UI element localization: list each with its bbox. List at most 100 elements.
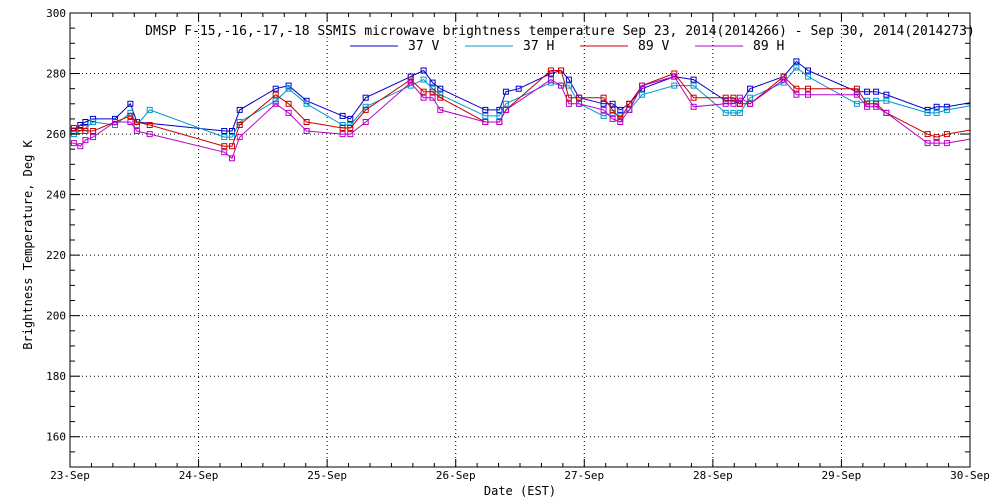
data-point: [496, 112, 503, 119]
x-tick-label: 23-Sep: [50, 469, 90, 482]
data-point: [873, 103, 880, 110]
series-1: [70, 64, 971, 141]
data-point: [722, 100, 729, 107]
data-point: [229, 128, 235, 134]
data-point: [933, 103, 940, 110]
y-axis-label: Brightness Temperature, Deg K: [21, 139, 35, 349]
y-tick-label: 260: [46, 128, 66, 141]
x-tick-label: 29-Sep: [822, 469, 862, 482]
data-point: [482, 112, 489, 119]
data-point: [90, 119, 97, 125]
data-point: [730, 109, 737, 116]
data-point: [600, 112, 607, 119]
axes: 23-Sep 24-Sep 25-Sep 26-Sep 27-Sep 28-Sep 29-S…: [46, 7, 990, 482]
y-tick-label: 280: [46, 68, 66, 81]
data-point: [626, 100, 633, 107]
data-point: [671, 73, 678, 80]
data-point: [924, 131, 931, 138]
data-point: [924, 140, 931, 147]
data-point: [90, 115, 97, 122]
data-point: [429, 88, 436, 95]
series-line: [70, 60, 971, 132]
data-point: [853, 100, 860, 107]
data-point: [565, 82, 572, 89]
data-point: [609, 115, 616, 122]
data-point: [362, 119, 369, 125]
data-point: [347, 125, 354, 131]
y-tick-label: 160: [46, 431, 66, 444]
data-point: [112, 119, 118, 125]
data-point: [730, 100, 737, 107]
data-point: [221, 128, 228, 134]
data-point: [690, 76, 697, 83]
data-point: [362, 106, 369, 113]
data-point: [736, 94, 743, 101]
data-point: [747, 100, 754, 107]
data-point: [272, 85, 279, 92]
data-point: [429, 94, 436, 101]
data-point: [883, 109, 890, 116]
data-point: [609, 106, 616, 113]
data-point: [547, 76, 554, 83]
legend-label: 89 H: [753, 39, 784, 54]
series-line: [70, 76, 971, 160]
data-point: [722, 109, 729, 116]
data-point: [303, 119, 310, 125]
data-point: [617, 106, 624, 113]
data-point: [272, 91, 279, 98]
data-point: [565, 76, 572, 83]
data-point: [883, 91, 890, 98]
data-point: [793, 58, 800, 65]
data-point: [600, 94, 607, 101]
y-tick-label: 180: [46, 370, 66, 383]
data-point: [924, 109, 931, 116]
data-point: [864, 103, 871, 110]
series-3: [70, 73, 971, 162]
data-point: [70, 125, 77, 131]
data-point: [77, 143, 84, 150]
data-point: [943, 106, 950, 113]
data-point: [127, 100, 134, 107]
data-point: [943, 131, 950, 138]
data-point: [303, 100, 310, 107]
legend-label: 89 V: [638, 39, 669, 54]
data-point: [722, 94, 729, 101]
data-point: [600, 100, 607, 107]
data-point: [429, 79, 436, 86]
legend-label: 37 H: [523, 39, 554, 54]
data-point: [303, 128, 310, 134]
data-point: [515, 85, 522, 92]
data-point: [933, 109, 940, 116]
data-point: [236, 122, 243, 128]
data-point: [943, 140, 950, 147]
data-point: [639, 91, 646, 98]
data-point: [600, 106, 607, 113]
data-point: [482, 119, 489, 125]
data-point: [112, 115, 118, 122]
data-point: [576, 94, 583, 101]
data-point: [805, 73, 811, 80]
data-point: [437, 85, 444, 92]
data-point: [496, 106, 503, 113]
data-point: [82, 128, 89, 134]
data-point: [146, 131, 153, 138]
data-point: [127, 112, 134, 119]
data-point: [736, 109, 743, 116]
data-point: [793, 91, 800, 98]
data-point: [236, 134, 243, 141]
data-point: [873, 88, 880, 95]
data-point: [229, 134, 235, 141]
data-point: [793, 85, 800, 92]
x-tick-label: 26-Sep: [436, 469, 476, 482]
data-point: [671, 82, 678, 89]
data-point: [82, 137, 89, 144]
data-point: [576, 100, 583, 107]
data-point: [420, 94, 427, 101]
data-point: [690, 94, 697, 101]
data-point: [420, 67, 427, 74]
x-axis-label: Date (EST): [484, 484, 556, 498]
data-point: [933, 140, 940, 147]
data-point: [339, 112, 346, 119]
data-point: [853, 91, 860, 98]
